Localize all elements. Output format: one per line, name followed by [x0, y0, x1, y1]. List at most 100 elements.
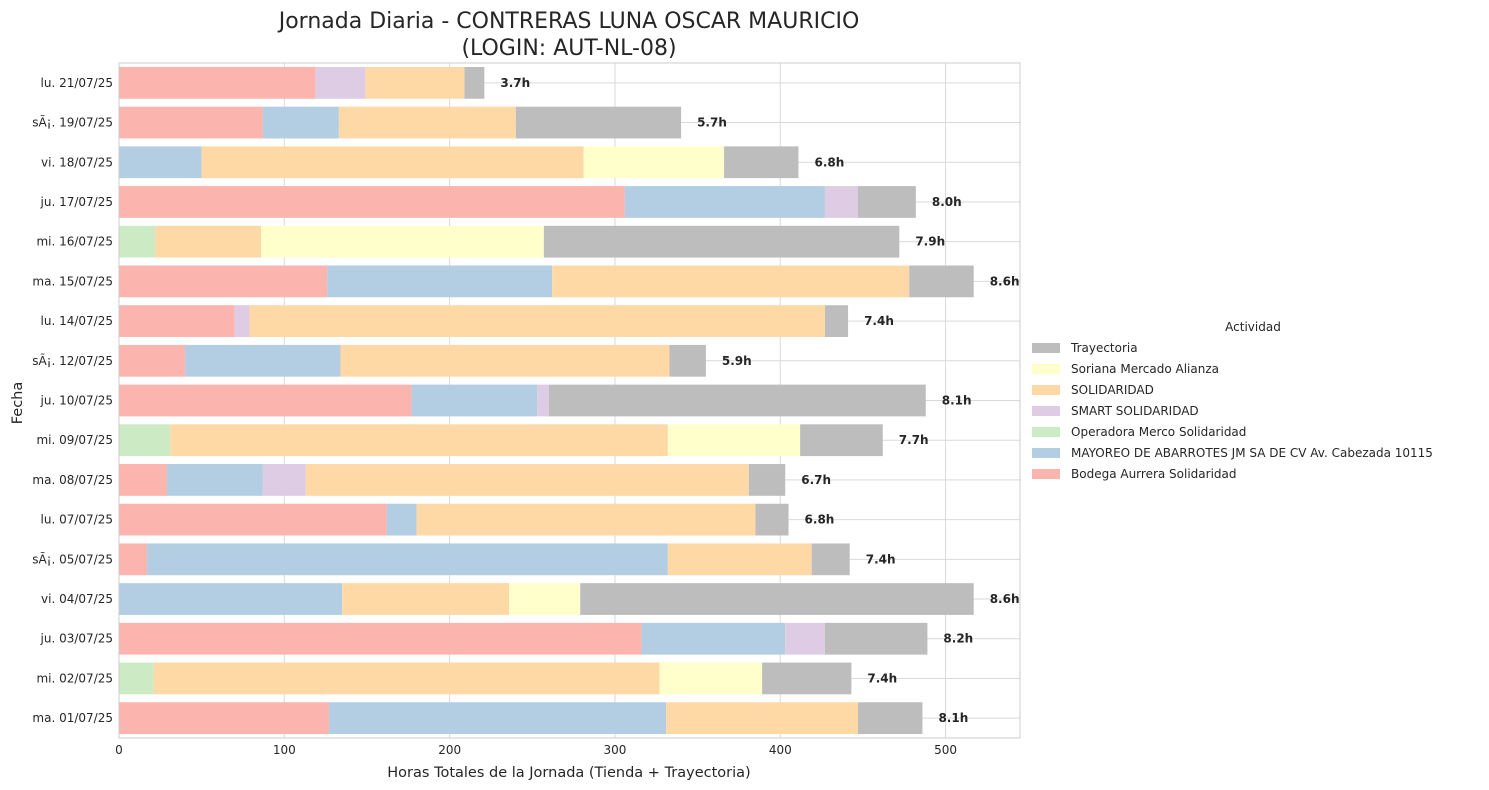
chart-title-line1: Jornada Diaria - CONTRERAS LUNA OSCAR MA… — [277, 9, 860, 34]
bar-segment — [509, 583, 581, 615]
bar-segment — [338, 106, 516, 139]
bar-total-label: 5.9h — [722, 354, 752, 368]
x-tick-label: 400 — [769, 743, 792, 757]
bar-segment — [119, 702, 329, 735]
bar-segment — [411, 384, 538, 417]
bar-segment — [119, 384, 412, 417]
y-tick-label: vi. 18/07/25 — [41, 155, 113, 169]
bar-segment — [515, 106, 682, 139]
bar-total-label: 8.1h — [942, 394, 972, 408]
bar-total-label: 6.8h — [814, 155, 844, 169]
x-tick-label: 100 — [273, 743, 296, 757]
legend-title: Actividad — [1225, 320, 1281, 334]
y-tick-label: mi. 16/07/25 — [36, 235, 113, 249]
bar-segment — [119, 265, 328, 298]
bar-total-label: 7.4h — [867, 671, 897, 685]
bar-segment — [119, 186, 625, 218]
bar-segment — [119, 305, 235, 337]
bar-total-label: 8.6h — [990, 274, 1020, 288]
bar-segment — [147, 543, 668, 576]
y-tick-label: ju. 10/07/25 — [40, 394, 113, 408]
bar-segment — [262, 106, 339, 139]
bar-segment — [811, 543, 850, 576]
bar-segment — [119, 344, 186, 377]
bar-segment — [800, 424, 883, 457]
legend-swatch — [1032, 469, 1060, 479]
bar-segment — [748, 464, 786, 496]
y-tick-label: vi. 04/07/25 — [41, 592, 113, 606]
bar-segment — [155, 225, 262, 258]
legend-entry: SMART SOLIDARIDAD — [1071, 404, 1199, 418]
bar-segment — [755, 503, 789, 536]
legend-entry: MAYOREO DE ABARROTES JM SA DE CV Av. Cab… — [1071, 446, 1433, 460]
bar-segment — [201, 146, 584, 179]
bar-total-label: 3.7h — [500, 76, 530, 90]
bar-segment — [327, 265, 553, 298]
bar-segment — [583, 146, 725, 179]
bar-segment — [119, 464, 167, 496]
bar-segment — [824, 186, 858, 218]
legend-entry: Operadora Merco Solidaridad — [1071, 425, 1246, 439]
bar-segment — [342, 583, 510, 615]
bar-segment — [249, 305, 825, 337]
bar-segment — [548, 384, 926, 417]
bar-segment — [262, 464, 306, 496]
bar-segment — [365, 66, 465, 99]
y-tick-label: ma. 01/07/25 — [32, 711, 113, 725]
y-tick-label: sÃ¡. 19/07/25 — [32, 115, 113, 130]
bar-segment — [857, 702, 923, 735]
y-tick-label: ma. 08/07/25 — [32, 473, 113, 487]
bar-segment — [119, 424, 171, 457]
total-labels: 3.7h 5.7h 6.8h 8.0h 7.9h 8.6h 7.4h 5.9h 8.1h 7.7h… — [500, 76, 1019, 725]
x-axis-label: Horas Totales de la Jornada (Tienda + Tr… — [387, 765, 750, 781]
y-tick-label: mi. 02/07/25 — [36, 671, 113, 685]
bar-segment — [119, 583, 343, 615]
bar-segment — [537, 384, 549, 417]
bar-total-label: 7.7h — [899, 433, 929, 447]
legend-swatch — [1032, 385, 1060, 395]
bar-segment — [119, 662, 154, 695]
bar-segment — [119, 225, 156, 258]
bar-total-label: 7.4h — [866, 552, 896, 566]
bar-segment — [580, 583, 974, 615]
bar-segment — [824, 622, 928, 655]
bar-segment — [857, 186, 916, 218]
y-tick-label: lu. 14/07/25 — [41, 314, 113, 328]
legend-swatch — [1032, 364, 1060, 374]
bar-segment — [762, 662, 852, 695]
bar-segment — [119, 66, 316, 99]
legend-swatch — [1032, 448, 1060, 458]
bar-segment — [305, 464, 749, 496]
bar-segment — [185, 344, 341, 377]
y-tick-label: ju. 17/07/25 — [40, 195, 113, 209]
y-tick-label: lu. 07/07/25 — [41, 513, 113, 527]
bar-segment — [724, 146, 799, 179]
plot-area-frame — [118, 62, 1021, 739]
bar-segment — [166, 464, 263, 496]
bar-segment — [552, 265, 910, 298]
bar-total-label: 8.6h — [990, 592, 1020, 606]
y-tick-label: mi. 09/07/25 — [36, 433, 113, 447]
bar-segment — [119, 106, 263, 139]
legend-swatch — [1032, 406, 1060, 416]
bar-segment — [416, 503, 756, 536]
bar-segment — [328, 702, 667, 735]
bar-segment — [340, 344, 670, 377]
bar-segment — [824, 305, 849, 337]
bar-segment — [464, 66, 485, 99]
x-tick-label: 300 — [604, 743, 627, 757]
legend-entry: Trayectoria — [1070, 341, 1138, 355]
bar-stack-group — [119, 66, 974, 735]
legend-swatch — [1032, 427, 1060, 437]
bar-total-label: 8.1h — [938, 711, 968, 725]
y-tick-labels: lu. 21/07/25 sÃ¡. 19/07/25 vi. 18/07/25 ju.… — [32, 76, 113, 725]
bar-segment — [119, 543, 148, 576]
bar-total-label: 7.9h — [915, 235, 945, 249]
y-tick-label: lu. 21/07/25 — [41, 76, 113, 90]
x-tick-label: 500 — [934, 743, 957, 757]
bar-segment — [785, 622, 825, 655]
y-axis-label: Fecha — [10, 382, 26, 425]
bar-segment — [119, 622, 642, 655]
bar-segment — [153, 662, 660, 695]
bar-segment — [119, 146, 202, 179]
